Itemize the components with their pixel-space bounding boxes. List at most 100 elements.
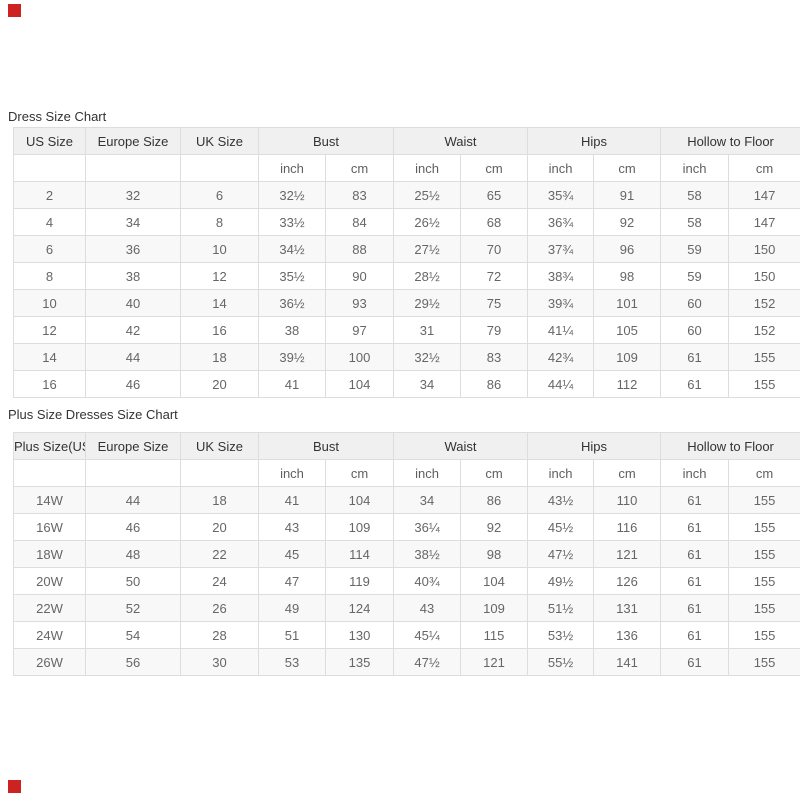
- column-header: Europe Size: [85, 432, 181, 460]
- data-cell: 25½: [393, 181, 462, 209]
- data-cell: 150: [728, 235, 800, 263]
- data-cell: 152: [728, 316, 800, 344]
- data-cell: 40: [85, 289, 181, 317]
- data-cell: 44: [85, 343, 181, 371]
- table-row: 22W 52 26 49 124 43 109 51½ 131 61 155: [13, 594, 800, 622]
- data-cell: 34½: [258, 235, 326, 263]
- data-cell: 44: [85, 486, 181, 514]
- data-cell: 47: [258, 567, 326, 595]
- data-cell: 97: [324, 316, 395, 344]
- data-cell: 155: [728, 343, 800, 371]
- data-cell: 37¾: [527, 235, 595, 263]
- data-cell: 135: [324, 648, 395, 676]
- unit-header-cell: cm: [593, 459, 662, 487]
- data-cell: 41¼: [527, 316, 595, 344]
- data-cell: 155: [728, 486, 800, 514]
- data-cell: 61: [660, 486, 730, 514]
- data-cell: 32½: [258, 181, 326, 209]
- unit-header-row: inch cm inch cm inch cm inch cm: [13, 459, 800, 487]
- data-cell: 28½: [393, 262, 462, 290]
- data-cell: 65: [460, 181, 529, 209]
- empty-header-cell: [13, 459, 86, 487]
- data-cell: 105: [593, 316, 662, 344]
- table-row: 16W 46 20 43 109 36¼ 92 45½ 116 61 155: [13, 513, 800, 541]
- data-cell: 104: [324, 486, 395, 514]
- size-cell: 10: [13, 289, 86, 317]
- data-cell: 38½: [393, 540, 462, 568]
- size-cell: 2: [13, 181, 86, 209]
- data-cell: 126: [593, 567, 662, 595]
- empty-header-cell: [180, 154, 259, 182]
- data-cell: 55½: [527, 648, 595, 676]
- table-row: 18W 48 22 45 114 38½ 98 47½ 121 61 155: [13, 540, 800, 568]
- data-cell: 49: [258, 594, 326, 622]
- measurement-group-header: Hollow to Floor: [660, 432, 800, 460]
- unit-header-cell: cm: [728, 459, 800, 487]
- data-cell: 61: [660, 648, 730, 676]
- data-cell: 32½: [393, 343, 462, 371]
- plus-size-chart-title: Plus Size Dresses Size Chart: [8, 407, 178, 422]
- table-row: 2 32 6 32½ 83 25½ 65 35¾ 91 58 147: [13, 181, 800, 209]
- data-cell: 16: [180, 316, 259, 344]
- size-cell: 14: [13, 343, 86, 371]
- data-cell: 75: [460, 289, 529, 317]
- table-body: 2 32 6 32½ 83 25½ 65 35¾ 91 58 147 4 34 8 33½ 84 26½ 68 36…: [13, 181, 800, 398]
- data-cell: 68: [460, 208, 529, 236]
- data-cell: 32: [85, 181, 181, 209]
- size-cell: 24W: [13, 621, 86, 649]
- data-cell: 47½: [393, 648, 462, 676]
- data-cell: 92: [593, 208, 662, 236]
- measurement-group-header: Bust: [257, 127, 395, 155]
- data-cell: 92: [460, 513, 529, 541]
- data-cell: 38: [85, 262, 181, 290]
- table-row: 14 44 18 39½ 100 32½ 83 42¾ 109 61 155: [13, 343, 800, 371]
- data-cell: 14: [180, 289, 259, 317]
- data-cell: 52: [85, 594, 181, 622]
- data-cell: 59: [660, 262, 730, 290]
- size-cell: 22W: [13, 594, 86, 622]
- data-cell: 155: [728, 567, 800, 595]
- table-header: US Size Europe Size UK Size Bust Waist Hips Ho…: [13, 127, 800, 182]
- data-cell: 45¼: [393, 621, 462, 649]
- data-cell: 119: [324, 567, 395, 595]
- data-cell: 18: [180, 486, 259, 514]
- unit-header-cell: cm: [324, 154, 395, 182]
- data-cell: 22: [180, 540, 259, 568]
- table-row: 8 38 12 35½ 90 28½ 72 38¾ 98 59 150: [13, 262, 800, 290]
- data-cell: 41: [258, 486, 326, 514]
- data-cell: 50: [85, 567, 181, 595]
- table-row: 4 34 8 33½ 84 26½ 68 36¾ 92 58 147: [13, 208, 800, 236]
- data-cell: 46: [85, 370, 181, 398]
- data-cell: 150: [728, 262, 800, 290]
- measurement-group-header: Hips: [527, 432, 662, 460]
- data-cell: 152: [728, 289, 800, 317]
- measurement-group-header: Hollow to Floor: [660, 127, 800, 155]
- data-cell: 45: [258, 540, 326, 568]
- dress-size-chart-title: Dress Size Chart: [8, 109, 107, 124]
- data-cell: 53½: [527, 621, 595, 649]
- data-cell: 155: [728, 648, 800, 676]
- table-body: 14W 44 18 41 104 34 86 43½ 110 61 155 16W 46 20 43 109 3…: [13, 486, 800, 676]
- unit-header-cell: inch: [660, 154, 730, 182]
- data-cell: 58: [660, 208, 730, 236]
- data-cell: 98: [593, 262, 662, 290]
- data-cell: 26½: [393, 208, 462, 236]
- data-cell: 34: [393, 370, 462, 398]
- size-cell: 16: [13, 370, 86, 398]
- measurement-group-header: Waist: [393, 127, 529, 155]
- data-cell: 33½: [258, 208, 326, 236]
- data-cell: 114: [324, 540, 395, 568]
- data-cell: 96: [593, 235, 662, 263]
- data-cell: 56: [85, 648, 181, 676]
- table-row: 24W 54 28 51 130 45¼ 115 53½ 136 61 155: [13, 621, 800, 649]
- data-cell: 54: [85, 621, 181, 649]
- data-cell: 110: [593, 486, 662, 514]
- measurement-group-header: Waist: [393, 432, 529, 460]
- data-cell: 59: [660, 235, 730, 263]
- data-cell: 61: [660, 370, 730, 398]
- data-cell: 36: [85, 235, 181, 263]
- data-cell: 43: [258, 513, 326, 541]
- data-cell: 38: [258, 316, 326, 344]
